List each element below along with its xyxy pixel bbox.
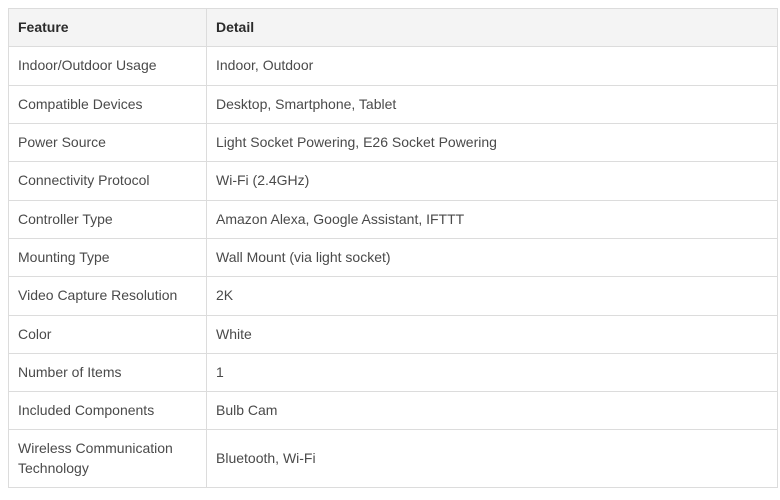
table-row: Power Source Light Socket Powering, E26 …	[8, 122, 778, 163]
table-row: Mounting Type Wall Mount (via light sock…	[8, 237, 778, 278]
table-row: Included Components Bulb Cam	[8, 391, 778, 431]
detail-cell: Bulb Cam	[206, 391, 778, 431]
feature-cell: Number of Items	[8, 352, 207, 393]
feature-cell: Indoor/Outdoor Usage	[8, 46, 207, 86]
detail-cell: Indoor, Outdoor	[206, 46, 778, 86]
table-row: Number of Items 1	[8, 352, 778, 393]
feature-cell: Compatible Devices	[8, 84, 207, 124]
detail-cell: 2K	[206, 276, 778, 316]
detail-cell: Amazon Alexa, Google Assistant, IFTTT	[206, 199, 778, 239]
feature-cell: Power Source	[8, 122, 207, 163]
table-row: Color White	[8, 314, 778, 354]
detail-cell: Light Socket Powering, E26 Socket Poweri…	[206, 122, 778, 163]
table-row: Connectivity Protocol Wi-Fi (2.4GHz)	[8, 161, 778, 201]
feature-cell: Mounting Type	[8, 237, 207, 278]
detail-cell: White	[206, 314, 778, 354]
table-row: Video Capture Resolution 2K	[8, 276, 778, 316]
product-spec-table: Feature Detail Indoor/Outdoor Usage Indo…	[8, 7, 778, 489]
detail-cell: Wall Mount (via light socket)	[206, 237, 778, 278]
feature-cell: Video Capture Resolution	[8, 276, 207, 316]
detail-cell: Desktop, Smartphone, Tablet	[206, 84, 778, 124]
feature-cell: Controller Type	[8, 199, 207, 239]
detail-cell: Wi-Fi (2.4GHz)	[206, 161, 778, 201]
table-row: Indoor/Outdoor Usage Indoor, Outdoor	[8, 46, 778, 86]
table-row: Controller Type Amazon Alexa, Google Ass…	[8, 199, 778, 239]
product-spec-section: Feature Detail Indoor/Outdoor Usage Indo…	[8, 7, 778, 489]
table-header-row: Feature Detail	[8, 7, 778, 48]
feature-cell: Wireless Communication Technology	[8, 429, 207, 489]
column-header-detail: Detail	[206, 7, 778, 48]
detail-cell: 1	[206, 352, 778, 393]
feature-cell: Color	[8, 314, 207, 354]
feature-cell: Included Components	[8, 391, 207, 431]
column-header-feature: Feature	[8, 7, 207, 48]
detail-cell: Bluetooth, Wi-Fi	[206, 429, 778, 489]
table-row: Wireless Communication Technology Blueto…	[8, 429, 778, 489]
feature-cell: Connectivity Protocol	[8, 161, 207, 201]
table-row: Compatible Devices Desktop, Smartphone, …	[8, 84, 778, 124]
